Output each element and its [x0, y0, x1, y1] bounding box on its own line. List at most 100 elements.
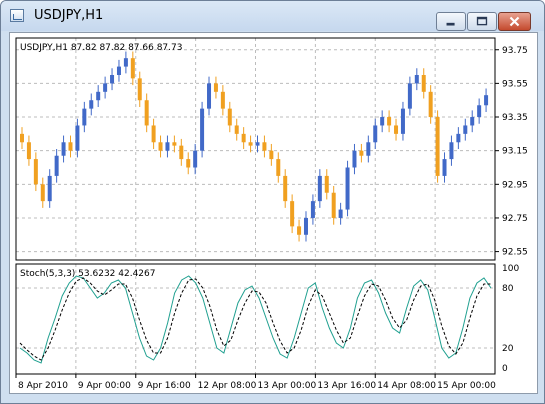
- candle-body: [151, 125, 156, 143]
- price-tick-label: 93.55: [502, 79, 528, 89]
- time-tick-label: 9 Apr 00:00: [78, 381, 131, 391]
- candle-body: [89, 100, 94, 109]
- candle-body: [200, 108, 205, 151]
- candle-body: [470, 117, 475, 126]
- price-tick-label: 93.15: [502, 147, 528, 157]
- candle-body: [213, 83, 218, 92]
- candle-body: [103, 83, 108, 92]
- candle-body: [40, 184, 45, 202]
- candle-body: [75, 125, 80, 151]
- candle-body: [47, 175, 52, 202]
- candle-body: [400, 108, 405, 134]
- candle-body: [317, 175, 322, 202]
- price-tick-label: 92.75: [502, 214, 528, 224]
- candle-body: [359, 150, 364, 156]
- candle-body: [33, 159, 38, 185]
- candle-body: [421, 75, 426, 92]
- candle-body: [310, 201, 315, 218]
- candle-body: [220, 91, 225, 109]
- candle-body: [193, 150, 198, 168]
- stochastic-tick-label: 80: [502, 284, 514, 294]
- time-tick-label: 12 Apr 08:00: [198, 381, 257, 391]
- price-and-stochastic-chart[interactable]: USDJPY,H1 87.82 87.82 87.66 87.73 Stoch(…: [10, 33, 537, 393]
- candle-body: [179, 145, 184, 160]
- candle-body: [394, 125, 399, 134]
- candle-body: [366, 142, 371, 156]
- candle-body: [130, 58, 135, 79]
- candle-body: [227, 108, 232, 126]
- chart-area[interactable]: USDJPY,H1 87.82 87.82 87.66 87.73 Stoch(…: [9, 32, 538, 394]
- candle-body: [380, 117, 385, 126]
- maximize-button[interactable]: [467, 12, 497, 31]
- candle-body: [435, 117, 440, 176]
- close-button[interactable]: [498, 12, 531, 31]
- stochastic-signal-line: [19, 277, 491, 361]
- candle-body: [82, 108, 87, 126]
- candle-body: [324, 175, 329, 193]
- candle-body: [387, 117, 392, 126]
- price-info-label: USDJPY,H1 87.82 87.82 87.66 87.73: [20, 43, 182, 53]
- candle-body: [68, 142, 73, 151]
- time-tick-label: 13 Apr 00:00: [258, 381, 317, 391]
- candle-body: [303, 217, 308, 235]
- close-icon: [509, 16, 520, 27]
- candle-body: [262, 142, 267, 151]
- candle-body: [158, 142, 163, 151]
- restore-icon: [476, 16, 488, 26]
- price-tick-label: 93.35: [502, 113, 528, 123]
- candle-body: [290, 201, 295, 227]
- price-tick-label: 92.95: [502, 180, 528, 190]
- price-tick-label: 92.55: [502, 248, 528, 258]
- candle-body: [449, 142, 454, 160]
- candle-body: [456, 133, 461, 143]
- candle-body: [234, 125, 239, 134]
- time-tick-label: 14 Apr 08:00: [377, 381, 436, 391]
- price-tick-label: 93.75: [502, 46, 528, 56]
- chart-window-icon: [10, 9, 24, 22]
- time-tick-label: 9 Apr 16:00: [138, 381, 191, 391]
- candle-body: [165, 142, 170, 151]
- candle-body: [338, 209, 343, 218]
- candle-body: [345, 167, 350, 210]
- candle-body: [269, 150, 274, 160]
- candle-body: [442, 159, 447, 176]
- candle-body: [61, 142, 66, 156]
- candle-body: [20, 133, 24, 143]
- candle-body: [297, 226, 302, 235]
- candle-body: [428, 91, 433, 118]
- candle-body: [477, 105, 482, 118]
- candle-body: [248, 142, 253, 146]
- time-tick-label: 13 Apr 16:00: [317, 381, 376, 391]
- window-title: USDJPY,H1: [34, 8, 104, 23]
- stochastic-tick-label: 0: [502, 364, 508, 374]
- candle-body: [172, 142, 177, 146]
- minimize-button[interactable]: [436, 12, 466, 31]
- time-tick-label: 15 Apr 00:00: [437, 381, 496, 391]
- title-bar[interactable]: USDJPY,H1: [1, 1, 544, 31]
- candle-body: [484, 95, 489, 106]
- candle-body: [26, 142, 31, 160]
- candle-body: [123, 58, 128, 67]
- candle-body: [110, 75, 115, 84]
- price-panel-border: [15, 37, 496, 261]
- candle-body: [414, 75, 419, 84]
- time-tick-label: 8 Apr 2010: [18, 381, 68, 391]
- candle-body: [144, 100, 149, 126]
- candle-body: [373, 125, 378, 143]
- stochastic-tick-label: 20: [502, 344, 514, 354]
- candle-body: [137, 78, 142, 101]
- candle-body: [407, 83, 412, 109]
- candle-body: [276, 159, 281, 176]
- stochastic-tick-label: 100: [502, 264, 519, 274]
- stochastic-info-label: Stoch(5,3,3) 53.6232 42.4267: [20, 269, 155, 279]
- minimize-icon: [446, 22, 455, 26]
- candle-body: [283, 175, 288, 202]
- candle-body: [116, 66, 121, 75]
- candle-body: [186, 159, 191, 168]
- candle-body: [54, 155, 59, 176]
- candle-body: [463, 125, 468, 134]
- candle-body: [331, 192, 336, 218]
- candle-body: [352, 150, 357, 168]
- candle-body: [241, 133, 246, 143]
